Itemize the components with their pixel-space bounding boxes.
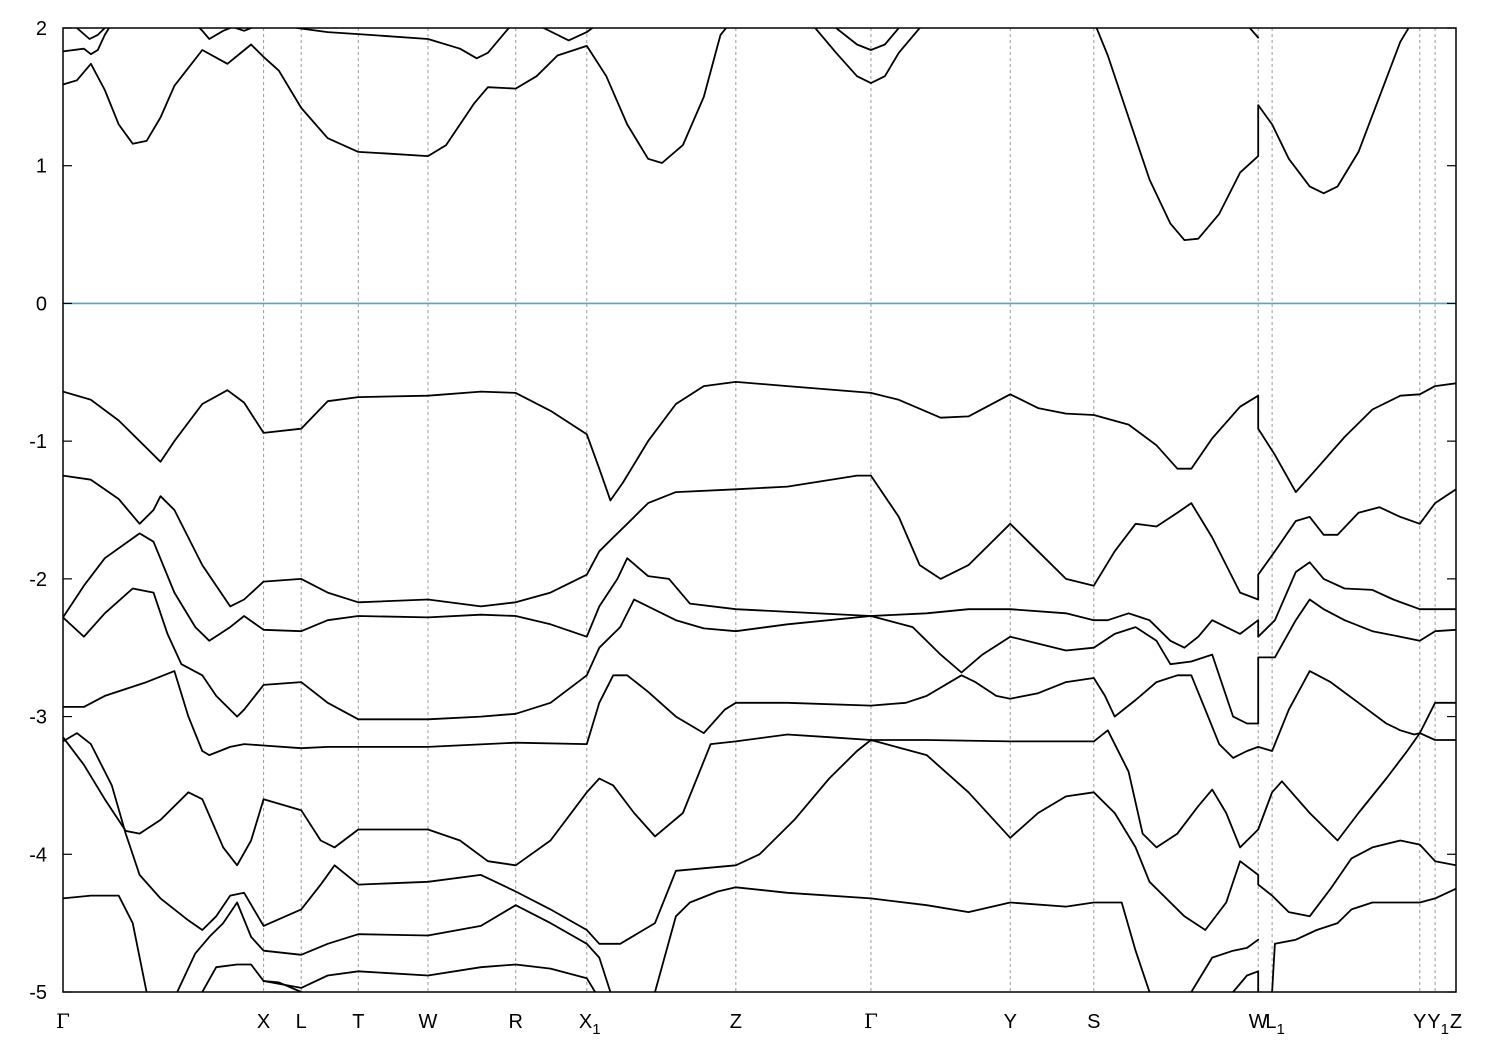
band-lines xyxy=(63,28,1456,992)
band-20 xyxy=(654,886,1151,992)
ytick-label-6: -4 xyxy=(29,844,47,866)
ytick-label-7: -5 xyxy=(29,982,47,1004)
band-13 xyxy=(63,532,1456,649)
kpoint-label-12: L1 xyxy=(1265,1011,1284,1038)
band-2 xyxy=(198,28,232,40)
band-16 xyxy=(63,729,1456,867)
band-9 xyxy=(1095,28,1410,241)
band-12 xyxy=(63,474,1456,608)
ytick-label-3: -1 xyxy=(29,431,47,453)
x-axis: Γ X L T W R X1 Z Γ Y S WL1 Y Y1 Z xyxy=(56,1009,1462,1038)
ytick-label-5: -3 xyxy=(29,707,47,729)
band-21 xyxy=(1190,938,1260,992)
kpoint-subscript-6: 1 xyxy=(592,1021,600,1038)
band-10 xyxy=(1248,28,1260,39)
ytick-label-0: 2 xyxy=(36,18,47,40)
kpoint-label-7: Z xyxy=(730,1011,742,1033)
ytick-label-4: -2 xyxy=(29,569,47,591)
ytick-label-2: 0 xyxy=(36,293,47,315)
high-symmetry-lines xyxy=(263,28,1436,992)
kpoint-label-2: L xyxy=(296,1011,307,1033)
kpoint-label-8: Γ xyxy=(864,1009,878,1033)
ytick-label-1: 1 xyxy=(36,156,47,178)
band-5 xyxy=(296,28,510,60)
band-25 xyxy=(1232,970,1260,992)
kpoint-subscript-14: 1 xyxy=(1441,1021,1449,1038)
kpoint-label-3: T xyxy=(352,1011,364,1033)
band-11 xyxy=(63,381,1456,502)
band-3 xyxy=(234,28,252,32)
band-14 xyxy=(63,587,1456,725)
kpoint-label-10: S xyxy=(1087,1011,1100,1033)
band-19 xyxy=(176,901,612,992)
kpoint-label-9: Y xyxy=(1004,1011,1017,1033)
kpoint-label-11: W xyxy=(1249,1011,1268,1033)
kpoint-subscript-12: 1 xyxy=(1277,1021,1285,1038)
band-1 xyxy=(63,28,110,56)
kpoint-label-1: X xyxy=(257,1011,270,1033)
band-8 xyxy=(835,28,900,51)
y-axis: 2 1 0 -1 -2 -3 -4 -5 xyxy=(29,18,1456,1004)
plot-frame xyxy=(62,27,1457,993)
band-23 xyxy=(201,963,596,992)
band-17 xyxy=(63,732,1456,945)
band-15 xyxy=(63,670,1456,759)
band-22 xyxy=(1271,887,1456,992)
kpoint-label-5: R xyxy=(508,1011,522,1033)
band-0 xyxy=(63,28,727,164)
band-7 xyxy=(814,28,921,84)
band-24 xyxy=(262,980,303,992)
band-18 xyxy=(63,894,148,992)
kpoint-label-13: Y xyxy=(1413,1011,1426,1033)
band-4 xyxy=(76,28,106,40)
band-6 xyxy=(542,28,594,42)
kpoint-label-4: W xyxy=(419,1011,438,1033)
kpoint-label-15: Z xyxy=(1450,1011,1462,1033)
kpoint-label-0: Γ xyxy=(56,1009,70,1033)
kpoint-label-6: X1 xyxy=(579,1011,601,1038)
kpoint-label-14: Y1 xyxy=(1427,1011,1449,1038)
